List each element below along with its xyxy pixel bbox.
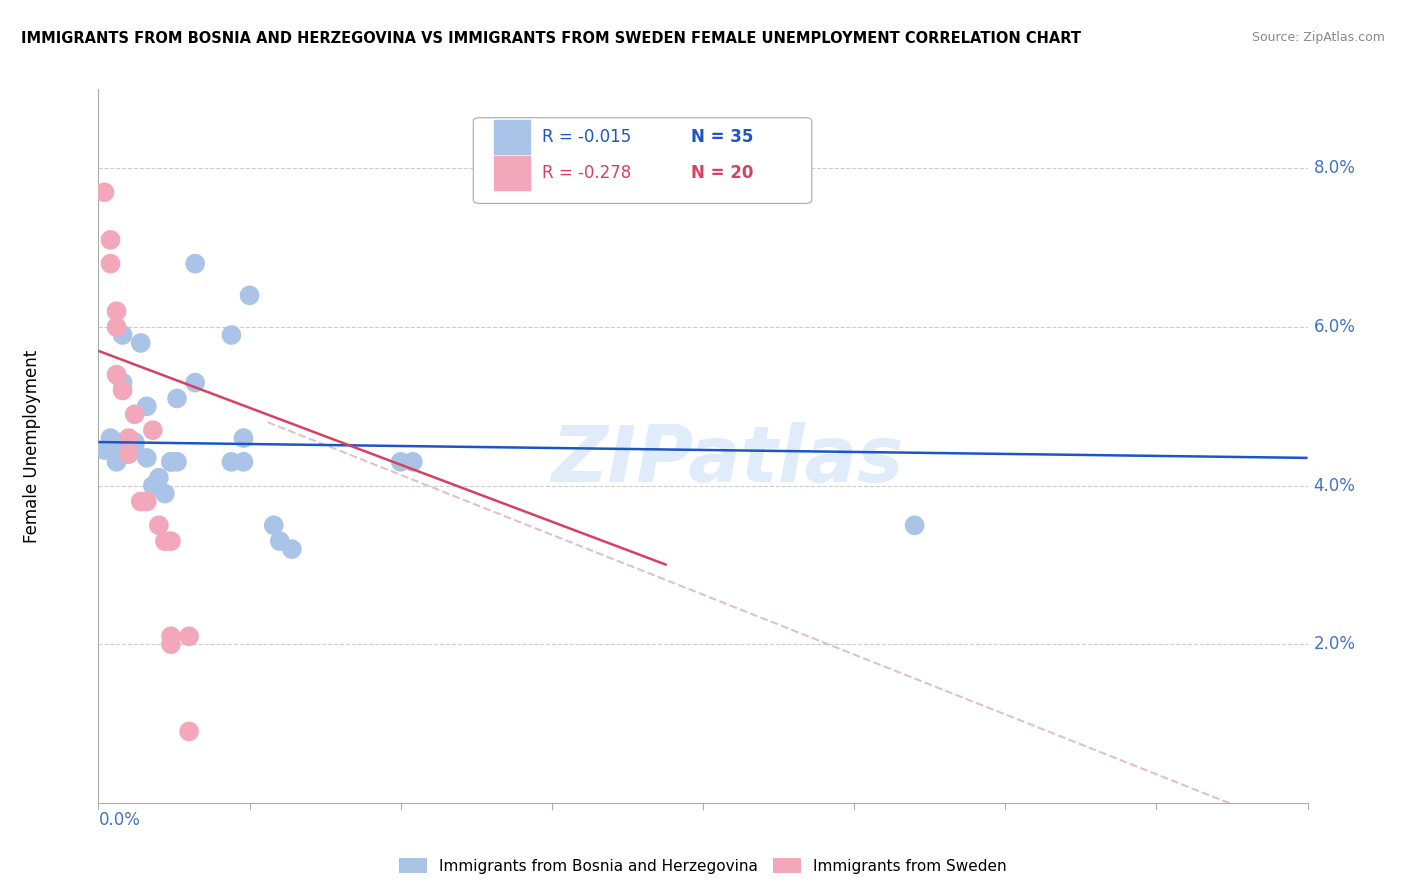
Text: N = 20: N = 20 bbox=[690, 164, 754, 182]
Point bbox=[118, 435, 141, 450]
Point bbox=[389, 455, 412, 469]
Point bbox=[153, 486, 176, 500]
Text: Female Unemployment: Female Unemployment bbox=[22, 350, 41, 542]
Text: 8.0%: 8.0% bbox=[1313, 160, 1355, 178]
Point bbox=[100, 257, 122, 271]
Bar bbox=[494, 120, 530, 154]
Point bbox=[281, 542, 304, 557]
Text: N = 35: N = 35 bbox=[690, 128, 754, 146]
Bar bbox=[494, 156, 530, 190]
Point bbox=[105, 455, 128, 469]
Text: R = -0.015: R = -0.015 bbox=[543, 128, 631, 146]
Point bbox=[93, 442, 115, 457]
Point bbox=[166, 392, 188, 406]
Point bbox=[135, 450, 157, 465]
Point bbox=[221, 455, 243, 469]
Point bbox=[111, 384, 134, 398]
Point bbox=[160, 629, 183, 643]
Point bbox=[221, 328, 243, 343]
Point bbox=[135, 400, 157, 414]
Point bbox=[111, 376, 134, 390]
Point bbox=[142, 478, 165, 492]
Legend: Immigrants from Bosnia and Herzegovina, Immigrants from Sweden: Immigrants from Bosnia and Herzegovina, … bbox=[394, 852, 1012, 880]
Text: R = -0.278: R = -0.278 bbox=[543, 164, 631, 182]
Point bbox=[124, 435, 146, 450]
Point bbox=[129, 494, 152, 508]
Point bbox=[184, 257, 207, 271]
Point bbox=[135, 494, 157, 508]
Point bbox=[105, 320, 128, 334]
Point bbox=[160, 534, 183, 549]
Point bbox=[148, 518, 170, 533]
Point bbox=[105, 368, 128, 382]
Point bbox=[184, 376, 207, 390]
Point bbox=[111, 328, 134, 343]
Point bbox=[269, 534, 291, 549]
Point bbox=[153, 534, 176, 549]
Point bbox=[100, 431, 122, 445]
Point bbox=[904, 518, 927, 533]
Point bbox=[166, 455, 188, 469]
Point bbox=[263, 518, 285, 533]
Point bbox=[177, 629, 201, 643]
Text: 4.0%: 4.0% bbox=[1313, 476, 1355, 495]
Point bbox=[93, 186, 115, 200]
Point bbox=[105, 304, 128, 318]
Text: ZIPatlas: ZIPatlas bbox=[551, 422, 903, 499]
Point bbox=[232, 431, 254, 445]
Point bbox=[160, 455, 183, 469]
Text: Source: ZipAtlas.com: Source: ZipAtlas.com bbox=[1251, 31, 1385, 45]
Point bbox=[124, 407, 146, 421]
Text: 6.0%: 6.0% bbox=[1313, 318, 1355, 336]
Point bbox=[118, 431, 141, 445]
Point bbox=[232, 455, 254, 469]
Point bbox=[105, 435, 128, 450]
Text: 2.0%: 2.0% bbox=[1313, 635, 1355, 653]
Text: 0.0%: 0.0% bbox=[98, 812, 141, 830]
Point bbox=[124, 439, 146, 453]
Point bbox=[239, 288, 262, 302]
Point bbox=[402, 455, 425, 469]
Point bbox=[118, 447, 141, 461]
FancyBboxPatch shape bbox=[474, 118, 811, 203]
Point bbox=[105, 450, 128, 465]
Point bbox=[160, 637, 183, 651]
Point bbox=[100, 233, 122, 247]
Point bbox=[118, 447, 141, 461]
Text: IMMIGRANTS FROM BOSNIA AND HERZEGOVINA VS IMMIGRANTS FROM SWEDEN FEMALE UNEMPLOY: IMMIGRANTS FROM BOSNIA AND HERZEGOVINA V… bbox=[21, 31, 1081, 46]
Point bbox=[142, 423, 165, 437]
Point bbox=[148, 471, 170, 485]
Point bbox=[160, 455, 183, 469]
Point bbox=[100, 442, 122, 457]
Point bbox=[129, 335, 152, 350]
Point bbox=[177, 724, 201, 739]
